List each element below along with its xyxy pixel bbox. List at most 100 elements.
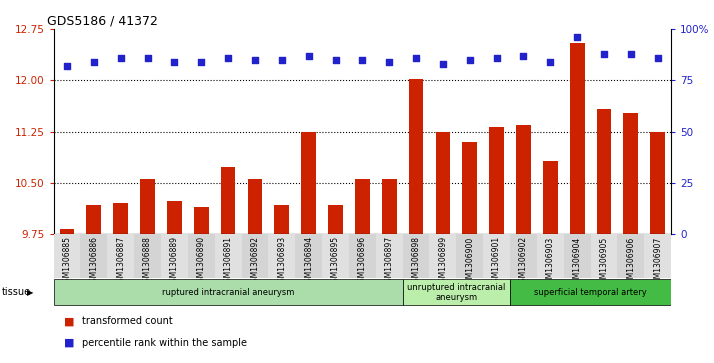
Bar — [590, 234, 618, 278]
Text: GSM1306887: GSM1306887 — [116, 236, 125, 287]
Bar — [140, 179, 155, 234]
Point — [169, 59, 180, 65]
Text: GSM1306900: GSM1306900 — [466, 236, 474, 287]
Text: GDS5186 / 41372: GDS5186 / 41372 — [47, 15, 159, 28]
Point — [545, 59, 556, 65]
Text: GSM1306885: GSM1306885 — [63, 236, 71, 287]
Bar — [510, 234, 537, 278]
Point — [464, 57, 476, 63]
Text: unruptured intracranial
aneurysm: unruptured intracranial aneurysm — [407, 282, 506, 302]
Point — [652, 55, 663, 61]
Bar — [248, 179, 262, 234]
Point — [142, 55, 154, 61]
Bar — [623, 113, 638, 234]
Point — [571, 34, 583, 40]
Text: superficial temporal artery: superficial temporal artery — [534, 288, 647, 297]
Bar — [483, 234, 510, 278]
Point — [115, 55, 126, 61]
Bar — [376, 234, 403, 278]
Text: ▶: ▶ — [27, 288, 34, 297]
Text: GSM1306905: GSM1306905 — [600, 236, 608, 287]
Point — [625, 51, 637, 57]
Bar — [463, 142, 477, 234]
Text: GSM1306889: GSM1306889 — [170, 236, 179, 287]
Bar — [516, 125, 531, 234]
Bar — [430, 234, 456, 278]
Bar — [274, 205, 289, 234]
Text: GSM1306902: GSM1306902 — [519, 236, 528, 287]
Point — [303, 53, 314, 58]
Bar — [408, 79, 423, 234]
Bar — [349, 234, 376, 278]
Point — [357, 57, 368, 63]
Bar — [268, 234, 295, 278]
Text: GSM1306897: GSM1306897 — [385, 236, 393, 287]
Text: GSM1306892: GSM1306892 — [251, 236, 259, 287]
Bar — [403, 279, 510, 305]
Bar — [86, 205, 101, 234]
Text: GSM1306899: GSM1306899 — [438, 236, 448, 287]
Bar — [107, 234, 134, 278]
Bar — [215, 234, 241, 278]
Bar — [167, 201, 182, 234]
Point — [598, 51, 610, 57]
Bar — [510, 279, 671, 305]
Point — [196, 59, 207, 65]
Bar — [54, 234, 81, 278]
Text: GSM1306890: GSM1306890 — [197, 236, 206, 287]
Bar — [241, 234, 268, 278]
Point — [222, 55, 233, 61]
Text: GSM1306888: GSM1306888 — [143, 236, 152, 287]
Bar — [489, 127, 504, 234]
Bar — [403, 234, 430, 278]
Point — [383, 59, 395, 65]
Text: GSM1306901: GSM1306901 — [492, 236, 501, 287]
Text: GSM1306903: GSM1306903 — [545, 236, 555, 287]
Bar — [322, 234, 349, 278]
Bar — [650, 131, 665, 234]
Point — [330, 57, 341, 63]
Text: GSM1306895: GSM1306895 — [331, 236, 340, 287]
Point — [411, 55, 422, 61]
Text: ruptured intracranial aneurysm: ruptured intracranial aneurysm — [162, 288, 294, 297]
Point — [88, 59, 99, 65]
Point — [437, 61, 448, 67]
Bar — [59, 229, 74, 234]
Text: GSM1306898: GSM1306898 — [411, 236, 421, 287]
Text: ■: ■ — [64, 316, 75, 326]
Text: GSM1306904: GSM1306904 — [573, 236, 582, 287]
Text: percentile rank within the sample: percentile rank within the sample — [82, 338, 247, 348]
Text: tissue: tissue — [2, 287, 31, 297]
Bar — [301, 131, 316, 234]
Bar — [295, 234, 322, 278]
Text: GSM1306906: GSM1306906 — [626, 236, 635, 287]
Bar — [81, 234, 107, 278]
Bar — [597, 109, 611, 234]
Point — [518, 53, 529, 58]
Bar — [570, 43, 585, 234]
Bar — [194, 207, 208, 234]
Bar — [543, 161, 558, 234]
Bar — [221, 167, 236, 234]
Bar — [564, 234, 590, 278]
Bar — [537, 234, 564, 278]
Bar — [161, 234, 188, 278]
Point — [491, 55, 503, 61]
Bar — [114, 203, 128, 234]
Text: GSM1306894: GSM1306894 — [304, 236, 313, 287]
Text: GSM1306907: GSM1306907 — [653, 236, 662, 287]
Point — [249, 57, 261, 63]
Bar — [328, 205, 343, 234]
Point — [276, 57, 288, 63]
Text: GSM1306886: GSM1306886 — [89, 236, 99, 287]
Bar — [456, 234, 483, 278]
Text: GSM1306896: GSM1306896 — [358, 236, 367, 287]
Bar — [644, 234, 671, 278]
Bar — [188, 234, 215, 278]
Bar — [618, 234, 644, 278]
Text: GSM1306893: GSM1306893 — [277, 236, 286, 287]
Text: ■: ■ — [64, 338, 75, 348]
Bar — [436, 131, 451, 234]
Bar — [54, 279, 403, 305]
Text: GSM1306891: GSM1306891 — [223, 236, 233, 287]
